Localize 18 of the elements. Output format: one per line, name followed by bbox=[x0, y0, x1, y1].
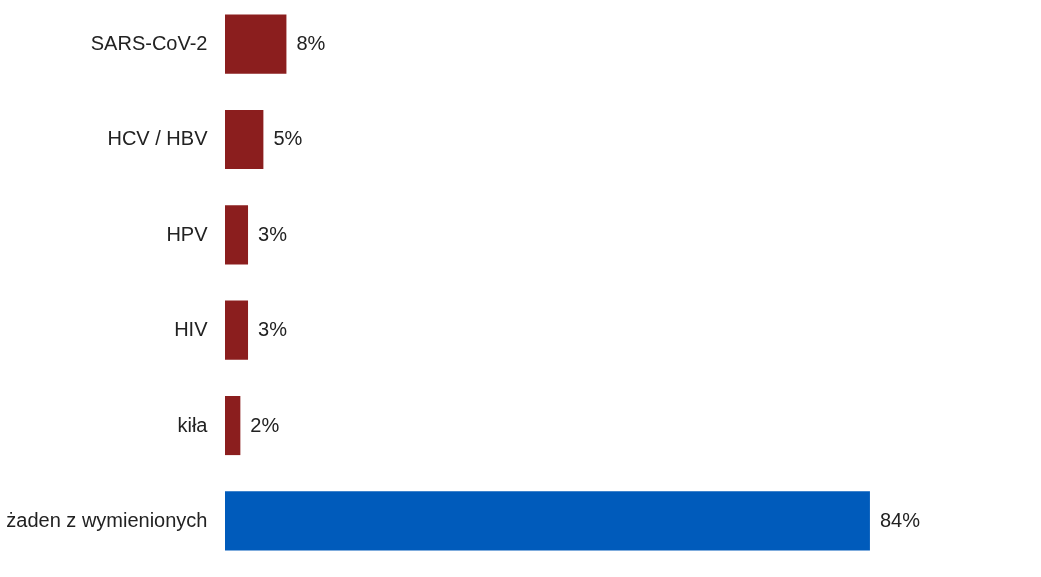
bar bbox=[225, 300, 249, 360]
bar bbox=[225, 109, 264, 170]
y-tick-label: kiła bbox=[177, 413, 209, 436]
data-label: 8% bbox=[296, 32, 326, 55]
data-label: 84% bbox=[879, 508, 921, 531]
bar bbox=[225, 205, 249, 265]
bar bbox=[225, 395, 241, 456]
bar bbox=[225, 491, 870, 551]
y-tick-label: SARS-CoV-2 bbox=[90, 32, 208, 55]
y-tick-label: HIV bbox=[174, 318, 209, 341]
y-tick-label: HPV bbox=[166, 222, 209, 245]
data-label: 5% bbox=[273, 127, 303, 150]
data-label: 2% bbox=[250, 413, 280, 436]
data-label: 3% bbox=[258, 222, 288, 245]
data-label: 3% bbox=[258, 318, 288, 341]
y-tick-label: HCV / HBV bbox=[107, 127, 209, 150]
bar bbox=[225, 14, 287, 74]
y-tick-label: żaden z wymienionych bbox=[6, 508, 208, 531]
